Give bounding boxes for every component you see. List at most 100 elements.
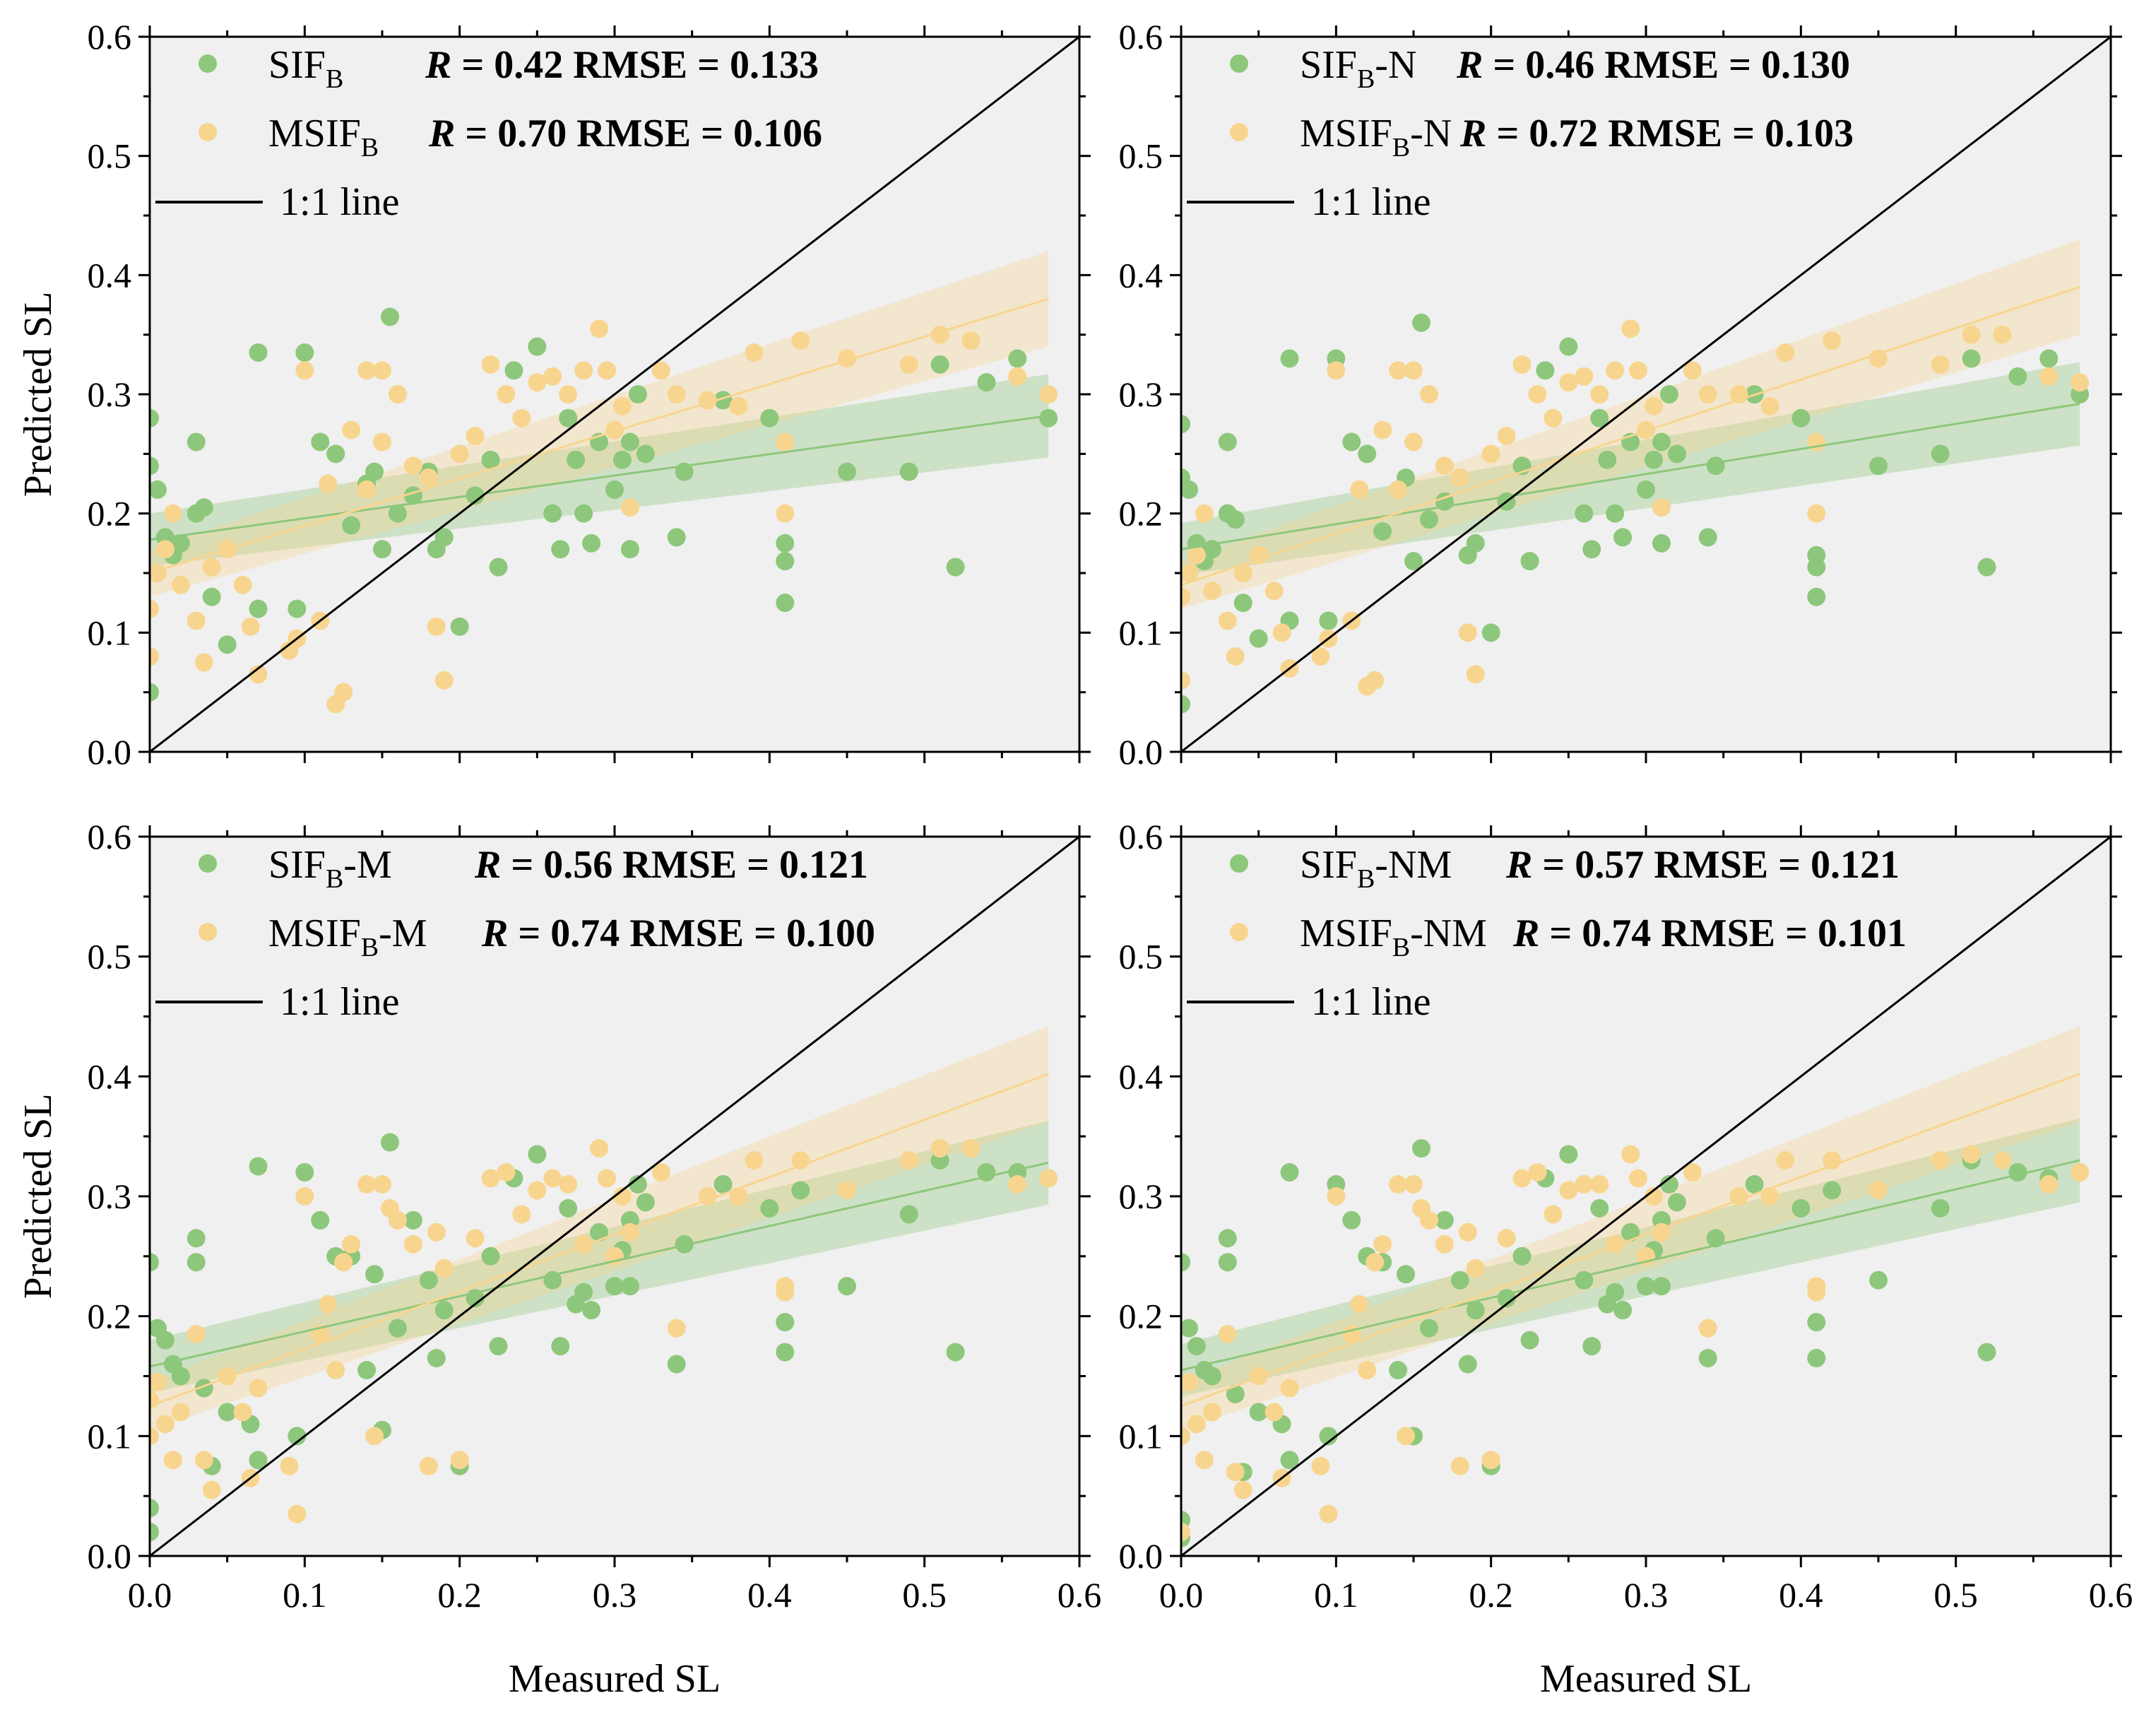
- legend-marker-1: [1230, 123, 1248, 141]
- data-point: [543, 367, 562, 386]
- data-point: [1598, 450, 1617, 469]
- one-to-one-line: [1181, 837, 2111, 1556]
- data-point: [776, 533, 795, 553]
- data-point: [280, 1456, 299, 1475]
- data-point: [1008, 367, 1027, 386]
- x-tick-label: 0.1: [283, 1575, 327, 1615]
- data-point: [776, 1343, 795, 1362]
- data-point: [311, 432, 330, 452]
- data-point: [171, 1403, 190, 1422]
- legend-stats-1: R = 0.70 RMSE = 0.106: [428, 112, 822, 155]
- data-point: [1962, 1145, 1981, 1164]
- data-point: [1644, 450, 1663, 469]
- fit-line-1: [1181, 1073, 2080, 1408]
- stat-r-value: 0.57: [1575, 843, 1644, 887]
- x-tick-label: 0.4: [1779, 1575, 1823, 1615]
- data-point: [388, 1210, 407, 1230]
- data-point: [1559, 1181, 1578, 1200]
- x-tick-label: 0.3: [593, 1575, 637, 1615]
- data-point: [1404, 1175, 1423, 1194]
- data-point: [1319, 1504, 1338, 1523]
- legend-label-0: SIFB-N: [1300, 43, 1416, 94]
- data-point: [791, 331, 810, 350]
- legend-label-main: MSIF: [1300, 912, 1392, 955]
- data-point: [1683, 1163, 1702, 1182]
- data-point: [1373, 521, 1392, 541]
- data-point: [1319, 611, 1338, 630]
- data-point: [1435, 1234, 1454, 1254]
- data-point: [1466, 1301, 1485, 1320]
- data-point: [403, 1234, 422, 1254]
- data-point: [150, 480, 167, 499]
- data-point: [311, 1210, 330, 1230]
- y-tick-label: 0.5: [1119, 136, 1163, 176]
- y-tick-label: 0.5: [88, 937, 132, 977]
- legend-label-main: MSIF: [268, 112, 361, 155]
- data-point: [574, 1234, 593, 1254]
- data-point: [1350, 1295, 1369, 1314]
- data-point: [528, 373, 547, 392]
- data-point: [1807, 558, 1826, 577]
- data-point: [186, 611, 206, 630]
- data-point: [419, 1456, 438, 1475]
- legend-label-sub: B: [361, 933, 379, 962]
- data-point: [1280, 1379, 1299, 1398]
- data-point: [605, 420, 624, 440]
- data-point: [528, 1145, 547, 1164]
- data-point: [1397, 1427, 1416, 1446]
- data-point: [1389, 1175, 1408, 1194]
- data-point: [528, 1181, 547, 1200]
- data-point: [481, 1169, 500, 1188]
- data-point: [1528, 1163, 1547, 1182]
- data-point: [334, 683, 353, 702]
- stat-r-value: 0.46: [1525, 43, 1594, 87]
- data-point: [1544, 408, 1563, 428]
- data-point: [961, 331, 981, 350]
- data-point: [1575, 504, 1594, 523]
- data-point: [388, 385, 407, 403]
- data-point: [512, 1205, 531, 1224]
- data-point: [1181, 671, 1190, 690]
- data-point: [1931, 1151, 1950, 1170]
- data-point: [1419, 510, 1438, 529]
- data-point: [1280, 1163, 1299, 1182]
- legend-marker-1: [199, 123, 217, 141]
- y-tick-label: 0.6: [88, 17, 132, 57]
- data-point: [745, 343, 764, 362]
- legend-label-suffix: -NM: [1410, 912, 1487, 955]
- data-point: [559, 408, 578, 428]
- data-point: [249, 343, 268, 362]
- data-point: [466, 1229, 485, 1248]
- data-point: [342, 1234, 361, 1254]
- data-point: [899, 1151, 918, 1170]
- data-point: [1435, 456, 1454, 476]
- stat-r-eq: =: [1486, 112, 1529, 155]
- data-point: [1218, 1229, 1237, 1248]
- data-point: [365, 1427, 384, 1446]
- data-point: [1606, 504, 1625, 523]
- y-tick-label: 0.4: [1119, 255, 1163, 295]
- stat-r-symbol: R: [1512, 912, 1539, 955]
- data-point: [150, 1427, 159, 1446]
- data-point: [150, 408, 159, 428]
- stat-r-symbol: R: [1459, 112, 1486, 155]
- data-point: [1652, 498, 1671, 517]
- data-point: [1745, 1175, 1764, 1194]
- data-point: [171, 575, 190, 594]
- legend-stats-0: R = 0.46 RMSE = 0.130: [1456, 43, 1850, 87]
- data-point: [838, 462, 856, 481]
- data-point: [1450, 1270, 1469, 1290]
- data-point: [1181, 1319, 1198, 1338]
- data-point: [450, 1451, 469, 1470]
- data-point: [1667, 1193, 1686, 1212]
- data-point: [150, 599, 159, 618]
- data-point: [729, 396, 748, 415]
- legend-stats-1: R = 0.74 RMSE = 0.100: [481, 912, 875, 955]
- y-tick-label: 0.0: [1119, 732, 1163, 772]
- data-point: [791, 1181, 810, 1200]
- data-point: [1233, 564, 1252, 582]
- data-point: [155, 1331, 174, 1350]
- data-point: [760, 408, 779, 428]
